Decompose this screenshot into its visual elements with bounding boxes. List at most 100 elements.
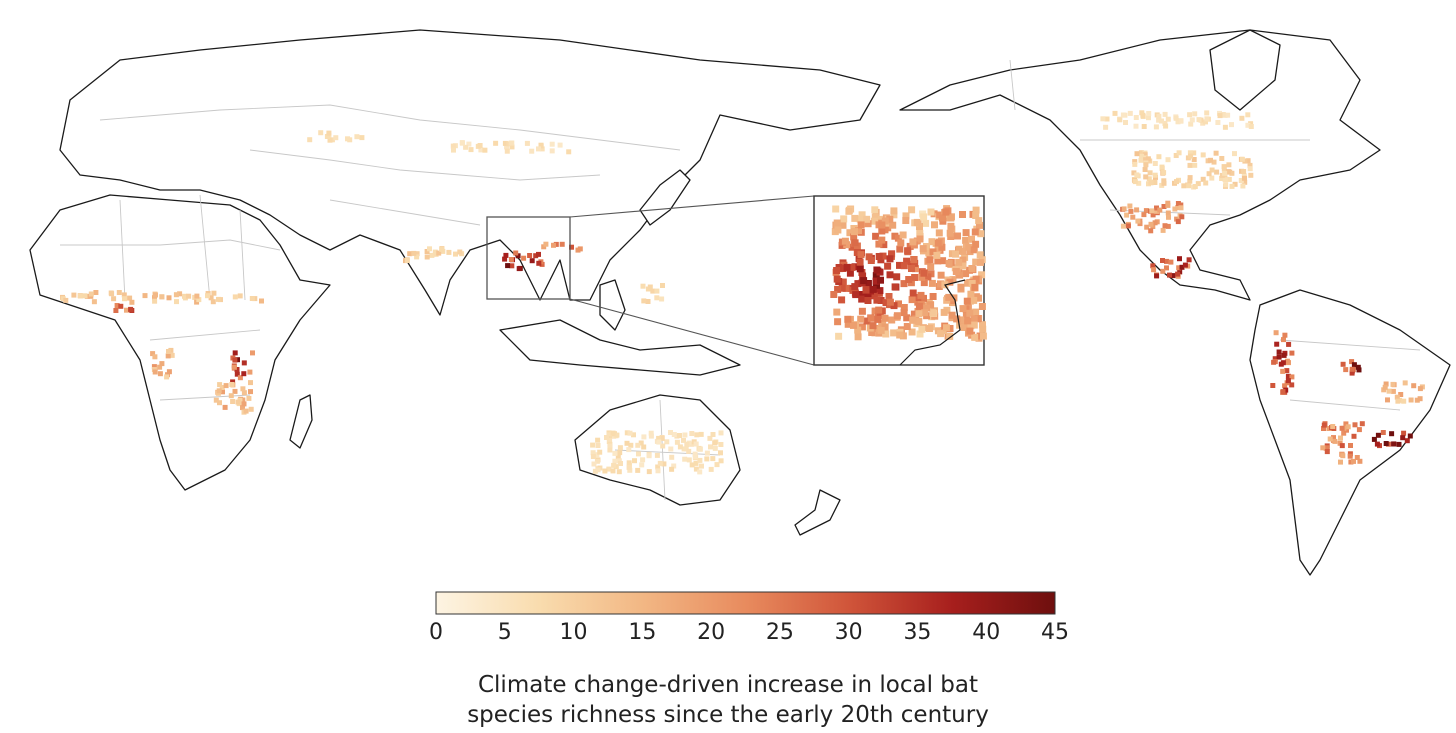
inset-richness-cell: [876, 287, 884, 295]
richness-cell: [1179, 264, 1185, 270]
richness-cell: [121, 292, 127, 298]
inset-richness-cell: [929, 248, 937, 256]
inset-callout: [486, 195, 987, 366]
inset-richness-cell: [873, 296, 881, 304]
richness-cell: [118, 303, 124, 309]
richness-cell: [611, 462, 617, 468]
richness-cell: [626, 460, 632, 466]
richness-cell: [639, 462, 645, 468]
richness-cell: [1274, 341, 1280, 347]
richness-cell: [697, 457, 703, 463]
richness-cell: [1354, 455, 1360, 460]
inset-richness-cell: [977, 258, 984, 266]
richness-cell: [718, 458, 724, 464]
inset-richness-cell: [833, 308, 841, 316]
inset-richness-cell: [979, 332, 987, 340]
richness-cell: [82, 293, 88, 299]
richness-cell: [594, 452, 600, 458]
richness-cell: [1143, 208, 1149, 214]
richness-cell: [1131, 170, 1137, 176]
inset-richness-cell: [934, 245, 942, 253]
richness-cell: [1148, 228, 1154, 234]
richness-cell: [708, 466, 714, 472]
inset-richness-cell: [848, 263, 856, 271]
inset-richness-cell: [834, 318, 842, 326]
richness-cell: [1375, 432, 1381, 438]
inset-richness-cell: [838, 296, 846, 304]
inset-richness-cell: [869, 285, 877, 293]
richness-cell: [216, 388, 222, 394]
richness-cell: [1356, 427, 1362, 433]
inset-richness-cell: [871, 307, 879, 315]
richness-cell: [1389, 431, 1395, 437]
inset-richness-cell: [920, 213, 928, 221]
richness-cell: [1402, 380, 1408, 386]
richness-cell: [1270, 383, 1276, 388]
richness-cell: [654, 452, 660, 458]
richness-cell: [1177, 256, 1182, 262]
richness-cell: [1161, 170, 1167, 176]
richness-cell: [647, 284, 653, 290]
richness-cell: [1161, 180, 1167, 186]
inset-richness-cell: [978, 303, 986, 310]
richness-cell: [1278, 361, 1284, 367]
richness-cell: [1414, 397, 1420, 403]
inset-richness-cell: [900, 262, 908, 270]
richness-cell: [1142, 152, 1148, 158]
richness-cell: [1349, 359, 1355, 365]
inset-richness-cell: [938, 243, 946, 251]
richness-cell: [1139, 110, 1145, 116]
inset-richness-cell: [902, 217, 910, 224]
richness-cell: [1289, 374, 1295, 380]
colorbar-tick-label: 45: [1041, 620, 1069, 645]
inset-richness-cell: [857, 251, 865, 259]
richness-cell: [250, 350, 255, 356]
inset-richness-cell: [910, 256, 918, 264]
inset-richness-cell: [832, 205, 840, 213]
richness-cell: [424, 249, 430, 254]
richness-cell: [228, 393, 234, 399]
richness-cell: [1357, 458, 1363, 464]
richness-cell: [230, 399, 236, 404]
richness-cell: [1289, 382, 1295, 388]
richness-cell: [1394, 394, 1400, 400]
inset-richness-cell: [904, 247, 912, 255]
inset-richness-cell: [900, 309, 908, 317]
richness-cell: [1330, 424, 1336, 429]
richness-cell: [414, 254, 420, 260]
inset-richness-cell: [953, 315, 961, 323]
richness-cell: [1165, 202, 1171, 208]
richness-cell: [1150, 263, 1156, 269]
richness-cell: [1134, 207, 1140, 213]
richness-cell: [1339, 443, 1345, 449]
inset-richness-cell: [947, 214, 955, 222]
richness-cell: [1282, 383, 1288, 389]
inset-richness-cell: [896, 245, 904, 253]
richness-cell: [482, 147, 488, 153]
richness-cell: [1150, 212, 1156, 218]
richness-cell: [169, 352, 175, 358]
richness-cell: [1145, 156, 1151, 162]
richness-cell: [1153, 124, 1159, 130]
inset-richness-cell: [917, 291, 925, 299]
richness-cell: [1219, 156, 1225, 161]
richness-cell: [1163, 123, 1169, 129]
richness-cell: [493, 140, 499, 146]
richness-cell: [1140, 113, 1146, 119]
richness-cell: [539, 146, 545, 152]
richness-cell: [246, 395, 252, 401]
richness-cell: [1245, 112, 1251, 118]
richness-cell: [618, 461, 623, 466]
inset-richness-cell: [972, 206, 980, 214]
inset-richness-cell: [926, 256, 934, 264]
richness-cell: [536, 146, 541, 152]
richness-cell: [1380, 430, 1386, 435]
richness-cell: [553, 241, 559, 247]
richness-cell: [1187, 178, 1193, 184]
richness-cell: [1200, 120, 1206, 126]
richness-cell: [674, 439, 680, 445]
richness-cell: [71, 292, 77, 298]
richness-cell: [1143, 157, 1149, 163]
inset-richness-cell: [972, 258, 980, 266]
richness-cell: [128, 306, 134, 312]
